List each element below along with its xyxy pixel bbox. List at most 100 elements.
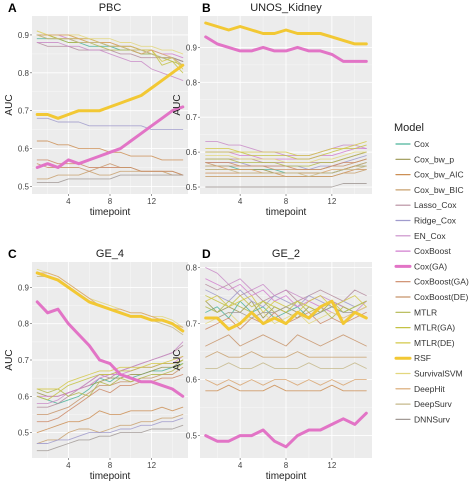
legend-item: Lasso_Cox <box>395 200 457 210</box>
panel-letter: C <box>8 247 17 261</box>
y-tick-label: 0.5 <box>18 429 30 438</box>
series-line-deepsurv <box>205 362 367 369</box>
x-tick-label: 12 <box>147 197 156 206</box>
legend-label: Cox_bw_p <box>414 154 454 164</box>
series-line-cox-ga <box>204 35 368 63</box>
series-line-rsf <box>35 271 185 333</box>
series-line-dnnsurv <box>205 183 367 188</box>
y-tick-label: 0.7 <box>186 113 198 122</box>
legend-label: EN_Cox <box>414 231 446 241</box>
legend-item: MTLR <box>395 307 437 317</box>
x-tick-label: 4 <box>66 461 71 470</box>
y-tick-label: 0.8 <box>18 69 30 78</box>
legend-label: CoxBoost <box>414 246 451 256</box>
y-tick-label: 0.6 <box>18 145 30 154</box>
panel-title: GE_2 <box>272 248 300 260</box>
x-tick-label: 12 <box>327 197 336 206</box>
series-line-ridge-cox <box>36 417 184 444</box>
panel-a: A PBC 0.5 0.6 0.7 0.8 0.9 4 8 12 timepoint AUC <box>4 1 188 218</box>
legend-item: DeepSurv <box>395 399 453 409</box>
series-line-deephit <box>36 34 184 66</box>
series-group <box>204 267 368 449</box>
legend-label: MTLR(GA) <box>414 323 455 333</box>
legend-label: Cox_bw_AIC <box>414 170 464 180</box>
y-tick-label: 0.7 <box>186 320 198 329</box>
series-line-deephit <box>205 379 367 386</box>
panel-d: D GE_2 0.5 0.6 0.7 0.8 4 8 12 timepoint AUC <box>172 247 372 481</box>
series-line-mtlr-de <box>205 141 367 157</box>
series-line-coxboost-de <box>36 163 184 176</box>
legend-label: Lasso_Cox <box>414 200 457 210</box>
series-line-dnnsurv <box>205 306 367 319</box>
legend-item: MTLR(DE) <box>395 338 455 348</box>
legend-item: Cox(GA) <box>394 261 447 271</box>
legend-item: DeepHit <box>395 384 445 394</box>
series-line-mtlr-ga <box>205 144 367 160</box>
y-axis-label: AUC <box>172 349 183 370</box>
series-line-mtlr-ga <box>36 359 184 401</box>
series-line-mtlr <box>36 363 184 397</box>
series-line-cox-bw-bic <box>205 351 367 358</box>
panel-c: C GE_4 0.5 0.6 0.7 0.8 0.9 4 8 12 timepoint AUC <box>4 247 188 481</box>
legend-label: MTLR(DE) <box>414 338 455 348</box>
x-tick-label: 4 <box>238 461 243 470</box>
series-line-cox-ga <box>204 411 368 449</box>
legend-label: RSF <box>414 353 431 363</box>
series-line-mtlr-ga <box>205 295 367 313</box>
legend-item: Cox_bw_BIC <box>395 185 464 195</box>
y-axis-label: AUC <box>4 349 15 370</box>
legend-label: MTLR <box>414 307 437 317</box>
panel-letter: A <box>8 1 17 15</box>
series-line-coxboost-ga <box>36 374 184 423</box>
legend-item: CoxBoost <box>395 246 451 256</box>
x-tick-label: 8 <box>284 197 289 206</box>
y-tick-label: 0.9 <box>18 283 30 292</box>
legend-label: Ridge_Cox <box>414 216 457 226</box>
series-line-cox-bw-aic <box>205 384 367 392</box>
y-tick-label: 0.5 <box>186 183 198 192</box>
series-line-en-cox <box>36 42 184 81</box>
legend-item: Cox_bw_p <box>395 154 454 164</box>
legend-item: EN_Cox <box>395 231 446 241</box>
legend-label: DNNSurv <box>414 414 451 424</box>
x-axis-label: timepoint <box>266 207 307 218</box>
series-line-dnnsurv <box>36 174 184 184</box>
y-tick-label: 0.8 <box>186 264 198 273</box>
series-line-rsf <box>204 299 368 331</box>
legend-item: Cox_bw_AIC <box>395 170 464 180</box>
series-line-cox-ga <box>35 105 185 169</box>
legend-label: DeepHit <box>414 384 445 394</box>
y-tick-label: 0.7 <box>18 107 30 116</box>
y-tick-label: 0.9 <box>18 31 30 40</box>
legend-item: CoxBoost(GA) <box>395 277 469 287</box>
series-line-mtlr-de <box>36 355 184 390</box>
series-group <box>35 30 185 184</box>
legend-label: Cox(GA) <box>414 261 447 271</box>
x-tick-label: 8 <box>108 197 113 206</box>
series-line-coxboost <box>205 148 367 160</box>
series-line-deepsurv <box>205 165 367 177</box>
series-line-deepsurv <box>36 34 184 66</box>
y-tick-label: 0.8 <box>18 320 30 329</box>
series-line-coxboost-de <box>205 334 367 347</box>
panel-title: UNOS_Kidney <box>250 2 322 14</box>
y-tick-label: 0.5 <box>18 182 30 191</box>
y-axis-label: AUC <box>172 94 183 115</box>
y-tick-label: 0.8 <box>186 78 198 87</box>
legend-item: Ridge_Cox <box>395 216 457 226</box>
panel-letter: D <box>202 247 211 261</box>
legend-item: Cox <box>395 139 430 149</box>
series-line-dnnsurv <box>36 424 184 452</box>
series-line-rsf <box>204 21 368 46</box>
legend-item: DNNSurv <box>395 414 451 424</box>
x-axis-label: timepoint <box>266 471 307 481</box>
y-axis-label: AUC <box>4 94 15 115</box>
major-grid <box>32 16 188 194</box>
series-group <box>204 21 368 188</box>
series-line-cox-bw-aic <box>36 406 184 434</box>
series-line-cox-ga <box>35 300 185 398</box>
y-tick-label: 0.5 <box>186 432 198 441</box>
y-tick-label: 0.9 <box>186 43 198 52</box>
x-tick-label: 4 <box>66 197 71 206</box>
